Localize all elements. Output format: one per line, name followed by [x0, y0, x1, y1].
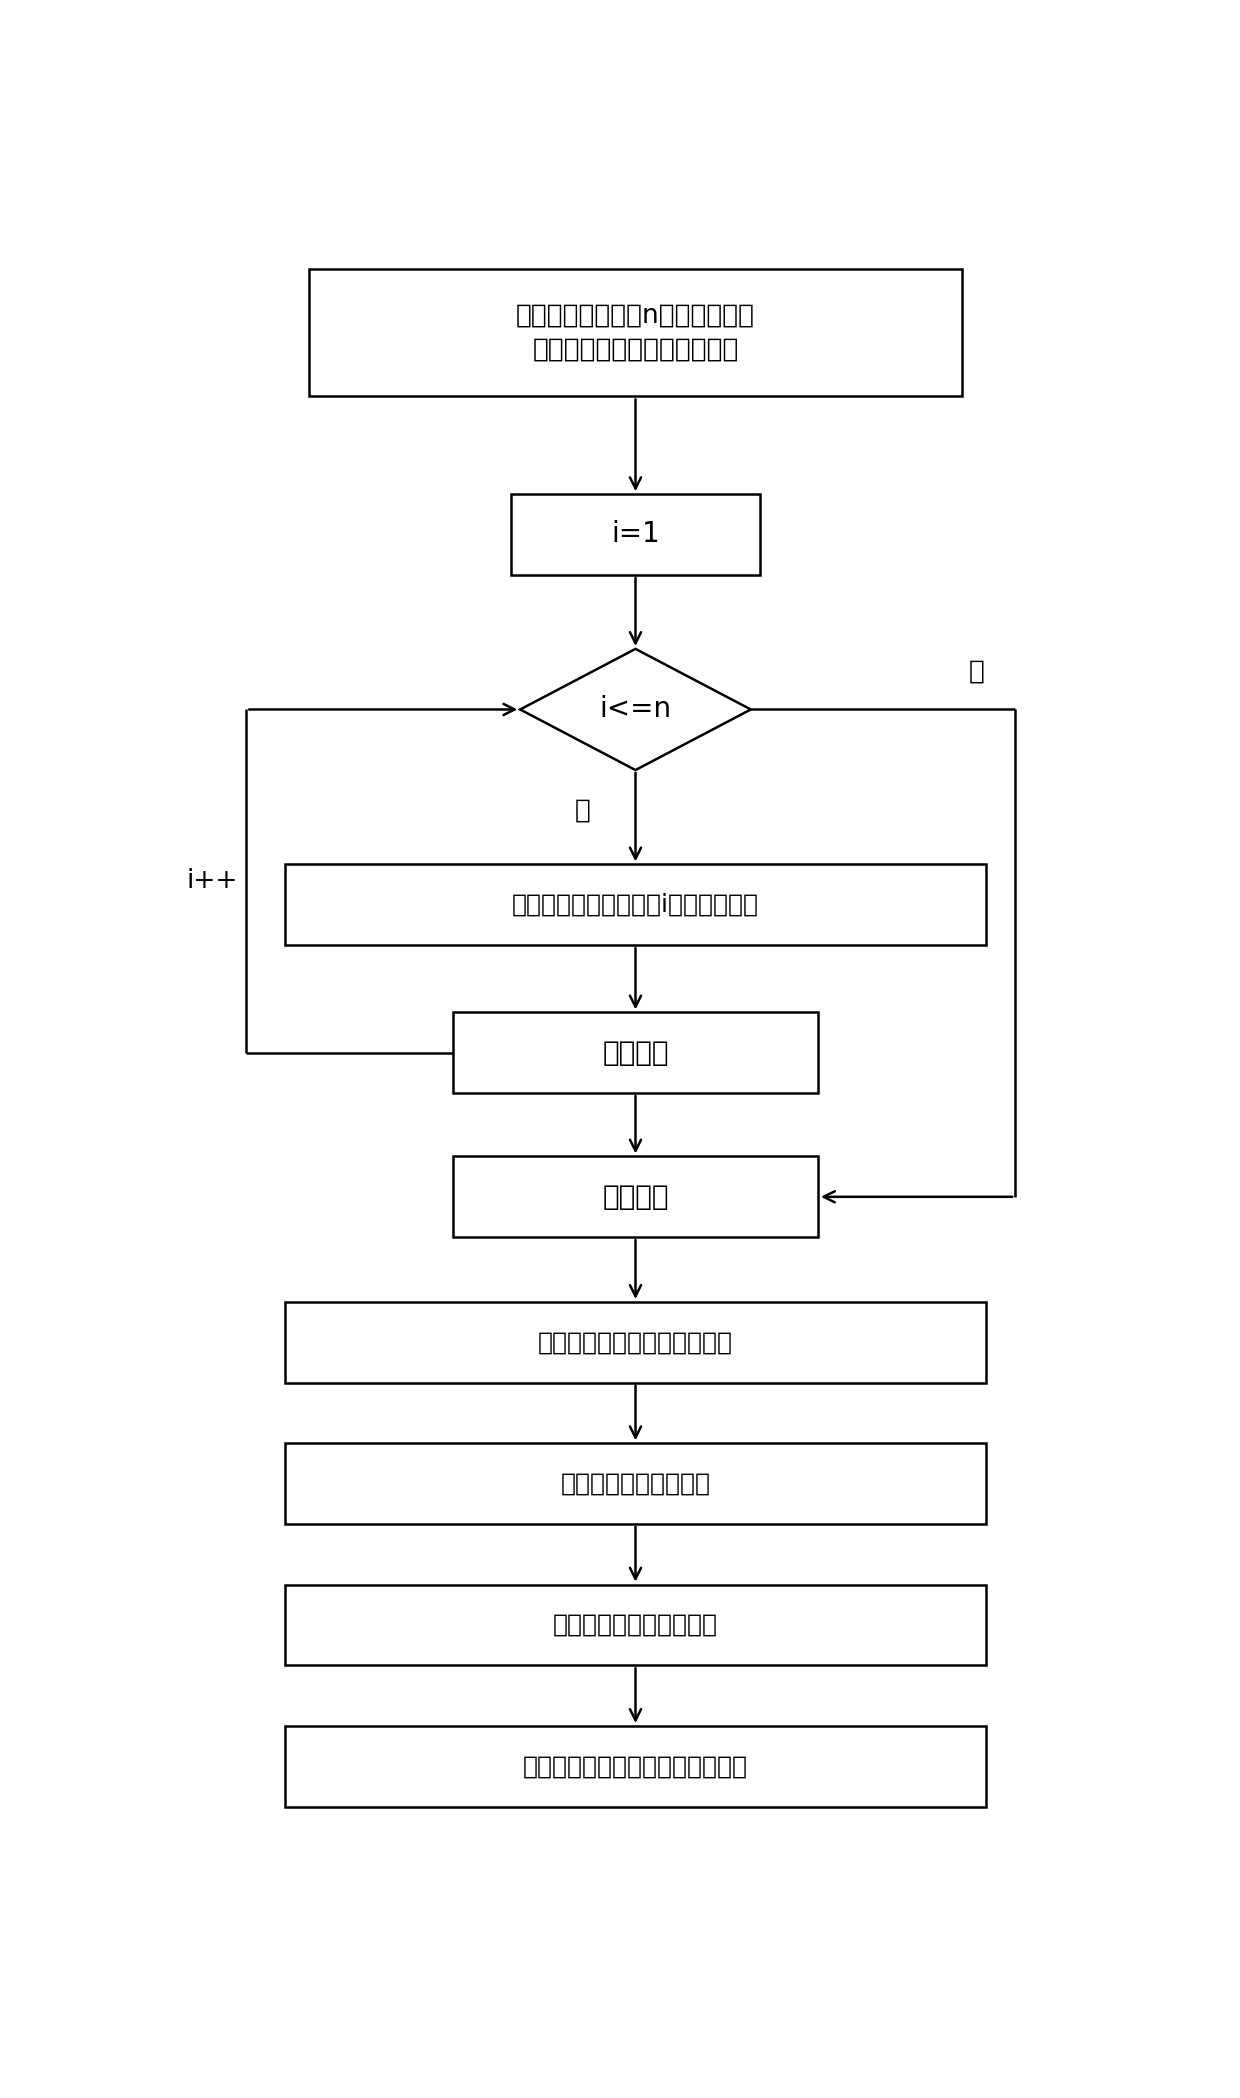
Text: 通过定位框对扫描协议i设定扫描范围: 通过定位框对扫描协议i设定扫描范围 — [512, 892, 759, 917]
Polygon shape — [521, 648, 751, 770]
Bar — [285, 1584, 986, 1666]
Text: 在每个中心位置做校准: 在每个中心位置做校准 — [560, 1471, 711, 1496]
Text: 在每个中心位置顺序扫描: 在每个中心位置顺序扫描 — [553, 1613, 718, 1636]
Text: 确定每个扫描协议的中心位置: 确定每个扫描协议的中心位置 — [538, 1330, 733, 1353]
Text: i=1: i=1 — [611, 520, 660, 548]
Bar — [511, 493, 760, 575]
Text: 确认定位: 确认定位 — [603, 1039, 668, 1066]
Text: 是: 是 — [574, 797, 590, 822]
Text: 所有扫描协议扫描完成，扫描结束: 所有扫描协议扫描完成，扫描结束 — [523, 1754, 748, 1779]
Bar — [453, 1156, 818, 1238]
Bar — [309, 269, 962, 397]
Text: 启动扫描: 启动扫描 — [603, 1183, 668, 1211]
Text: i<=n: i<=n — [599, 694, 672, 724]
Text: 否: 否 — [968, 659, 985, 684]
Bar — [453, 1013, 818, 1093]
Bar — [285, 1301, 986, 1383]
Bar — [285, 864, 986, 944]
Text: i++: i++ — [187, 869, 238, 894]
Bar — [285, 1443, 986, 1523]
Bar — [285, 1727, 986, 1806]
Text: 将大范围扫描分为n个扫描协议，
每个扫描协议对应一个定位框: 将大范围扫描分为n个扫描协议， 每个扫描协议对应一个定位框 — [516, 302, 755, 363]
